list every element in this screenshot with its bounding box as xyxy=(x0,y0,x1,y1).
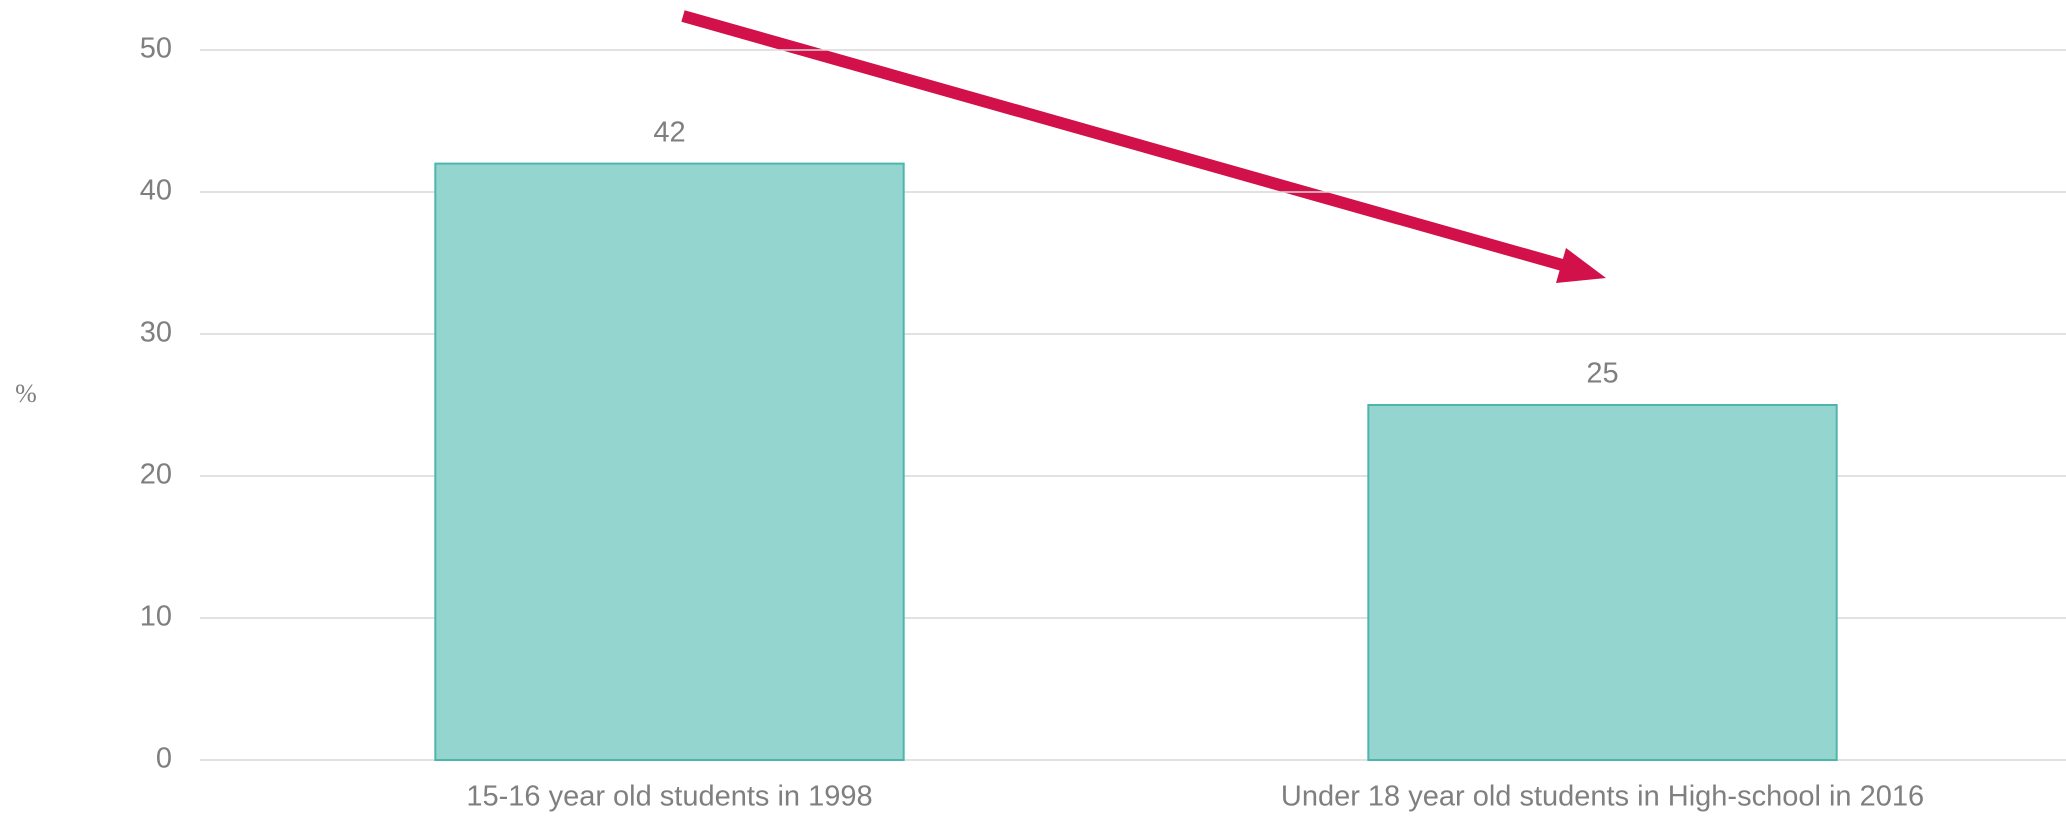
y-tick-label: 50 xyxy=(140,33,172,65)
x-tick-label: 15-16 year old students in 1998 xyxy=(466,781,872,813)
trend-arrow xyxy=(681,10,1606,283)
y-tick-label: 0 xyxy=(156,743,172,775)
arrow-head xyxy=(1556,248,1606,283)
y-tick-label: 30 xyxy=(140,317,172,349)
y-tick-label: 10 xyxy=(140,601,172,633)
y-axis-label: % xyxy=(15,379,37,408)
x-tick-label: Under 18 year old students in High-schoo… xyxy=(1281,781,1924,813)
arrow-shaft xyxy=(681,10,1582,276)
y-tick-label: 20 xyxy=(140,459,172,491)
y-tick-label: 40 xyxy=(140,175,172,207)
value-label: 42 xyxy=(653,116,685,148)
bar xyxy=(1367,404,1838,761)
bar xyxy=(434,162,905,762)
value-label: 25 xyxy=(1586,358,1618,390)
